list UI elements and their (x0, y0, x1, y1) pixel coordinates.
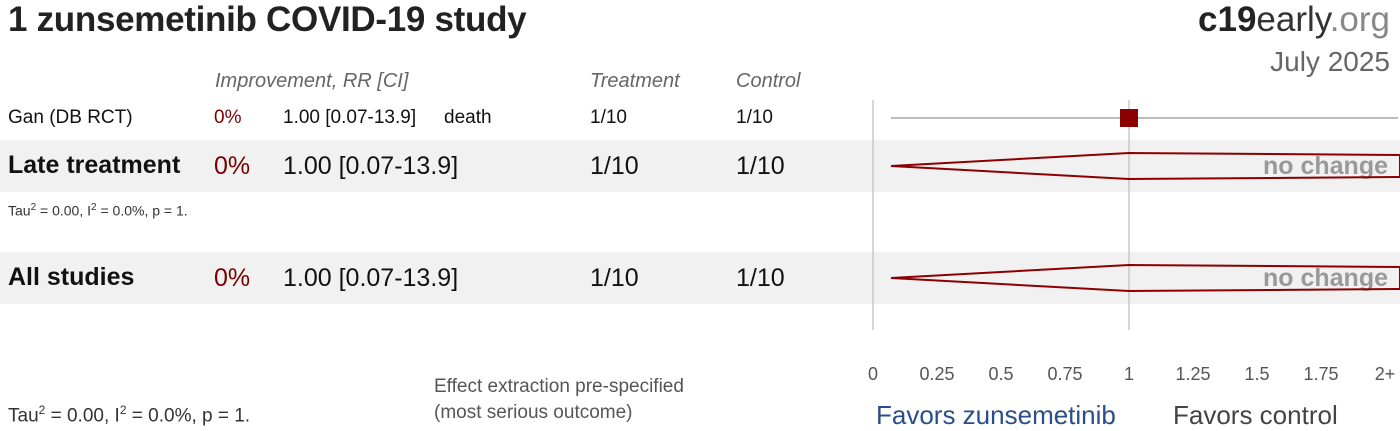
all-studies-improvement: 0% (214, 264, 251, 292)
late-i-sup: 2 (91, 202, 97, 213)
overall-stats-rest: = 0.0%, p = 1. (126, 405, 251, 427)
overall-tau-sup: 2 (38, 403, 46, 417)
x-tick-label: 0.5 (988, 364, 1013, 384)
late-treatment-label: Late treatment (8, 151, 181, 179)
favors-control-label: Favors control (1173, 400, 1338, 430)
overall-i-label: = 0.00, I (45, 405, 120, 427)
late-tau-label: Tau (8, 202, 31, 219)
late-treatment-improvement: 0% (214, 152, 251, 180)
extraction-note-line-1: Effect extraction pre-specified (434, 376, 684, 397)
overall-tau-label: Tau (8, 405, 39, 427)
overall-i-sup: 2 (119, 403, 127, 417)
late-treatment-treatment: 1/10 (590, 152, 639, 180)
overall-stats: Tau2 = 0.00, I2 = 0.0%, p = 1. (8, 403, 250, 427)
brand-logo[interactable]: c19early.org (1198, 0, 1390, 40)
x-tick-label: 0.75 (1047, 364, 1082, 384)
late-treatment-rr-ci: 1.00 [0.07-13.9] (283, 152, 459, 180)
all-studies-band (0, 252, 1400, 304)
improvement-header: Improvement, RR [CI] (215, 70, 409, 92)
study-treatment: 1/10 (590, 107, 627, 128)
extraction-note-line-2: (most serious outcome) (434, 402, 633, 423)
brand-part-2: early (1256, 0, 1330, 39)
brand-part-1: c19 (1198, 0, 1257, 39)
study-effect-marker (1120, 109, 1138, 127)
late-tau-sup: 2 (30, 202, 37, 213)
all-studies-diamond (890, 263, 1400, 293)
late-i-label: = 0.00, I (36, 202, 92, 219)
late-treatment-control: 1/10 (736, 152, 785, 180)
study-rr-ci: 1.00 [0.07-13.9] (283, 107, 417, 128)
x-tick-label: 1.25 (1175, 364, 1210, 384)
all-studies-verdict: no change (1262, 264, 1388, 292)
x-tick-label: 0.25 (919, 364, 954, 384)
x-tick-label: 0 (868, 364, 878, 384)
x-tick-label: 2+ (1375, 364, 1396, 384)
study-outcome: death (444, 107, 492, 128)
study-name: Gan (DB RCT) (8, 107, 133, 128)
all-studies-rr-ci: 1.00 [0.07-13.9] (283, 264, 459, 292)
extraction-note: Effect extraction pre-specified (most se… (434, 374, 684, 426)
date-label: July 2025 (1270, 46, 1390, 77)
x-tick-label: 1 (1124, 364, 1134, 384)
study-control: 1/10 (736, 107, 773, 128)
treatment-header: Treatment (590, 70, 680, 92)
x-tick-label: 1.75 (1303, 364, 1338, 384)
all-studies-control: 1/10 (736, 264, 785, 292)
study-improvement: 0% (214, 107, 242, 128)
late-treatment-band (0, 140, 1400, 192)
control-header: Control (736, 70, 801, 92)
x-tick-label: 1.5 (1244, 364, 1269, 384)
late-treatment-stats: Tau2 = 0.00, I2 = 0.0%, p = 1. (8, 202, 188, 219)
late-treatment-diamond (890, 151, 1400, 181)
brand-part-3: .org (1329, 0, 1390, 39)
favors-treatment-label: Favors zunsemetinib (876, 400, 1116, 430)
all-studies-treatment: 1/10 (590, 264, 639, 292)
late-stats-rest: = 0.0%, p = 1. (96, 202, 188, 219)
late-treatment-verdict: no change (1262, 152, 1388, 180)
page-title: 1 zunsemetinib COVID-19 study (8, 0, 527, 39)
all-studies-label: All studies (8, 263, 135, 291)
